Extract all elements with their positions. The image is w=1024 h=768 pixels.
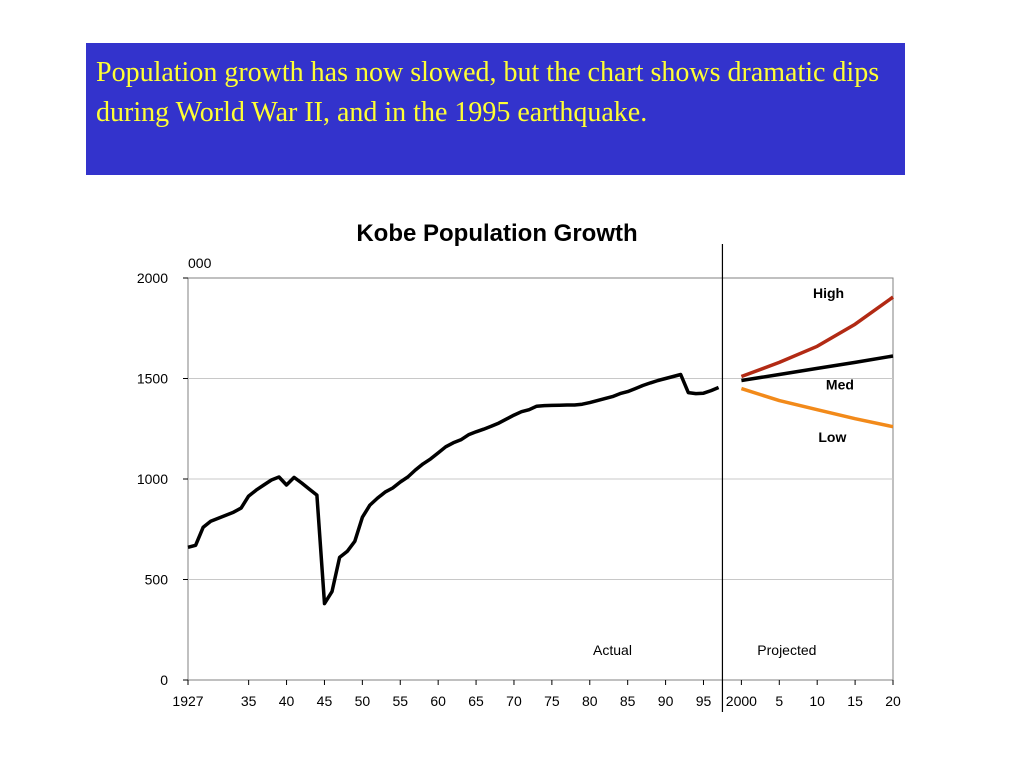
x-tick-label: 90 (658, 693, 674, 709)
x-tick-label: 95 (696, 693, 712, 709)
y-axis-unit-label: 000 (188, 255, 212, 271)
x-tick-label: 35 (241, 693, 257, 709)
x-tick-label: 40 (279, 693, 295, 709)
x-tick-label: 85 (620, 693, 636, 709)
x-tick-label: 50 (355, 693, 371, 709)
x-tick-label: 15 (847, 693, 863, 709)
x-tick-label: 20 (885, 693, 901, 709)
series-label-med: Med (826, 377, 854, 393)
y-tick-label: 1500 (137, 371, 168, 387)
series-label-high: High (813, 285, 844, 301)
x-tick-label: 1927 (172, 693, 203, 709)
x-tick-label: 45 (317, 693, 333, 709)
y-tick-label: 500 (145, 572, 169, 588)
annotation-actual: Actual (593, 642, 632, 658)
series-line-actual (187, 372, 720, 606)
x-tick-label: 75 (544, 693, 560, 709)
x-tick-label: 70 (506, 693, 522, 709)
annotation-projected: Projected (757, 642, 816, 658)
series-labels: High Med Low (813, 285, 854, 445)
y-axis-ticks: 0 500 1000 1500 2000 (137, 270, 188, 688)
x-axis-ticks: 1927 35 40 45 50 55 60 65 70 75 80 85 90 95 2000 5 10 15 2… (172, 680, 901, 709)
x-tick-label: 60 (430, 693, 446, 709)
series-line-med (741, 354, 894, 383)
y-tick-label: 2000 (137, 270, 168, 286)
chart-title: Kobe Population Growth (356, 220, 637, 247)
x-tick-label: 2000 (726, 693, 757, 709)
x-tick-label: 55 (392, 693, 408, 709)
gridlines (188, 378, 893, 580)
chart-annotations: Actual Projected (593, 642, 816, 658)
caption-banner: Population growth has now slowed, but th… (86, 43, 905, 175)
x-tick-label: 5 (775, 693, 783, 709)
series-lines (187, 295, 895, 606)
x-tick-label: 80 (582, 693, 598, 709)
series-label-low: Low (818, 429, 846, 445)
series-line-high (740, 295, 895, 379)
series-line-low (740, 386, 894, 429)
caption-text: Population growth has now slowed, but th… (96, 57, 880, 128)
x-tick-label: 10 (809, 693, 825, 709)
x-tick-label: 65 (468, 693, 484, 709)
y-tick-label: 0 (160, 672, 168, 688)
y-tick-label: 1000 (137, 471, 168, 487)
